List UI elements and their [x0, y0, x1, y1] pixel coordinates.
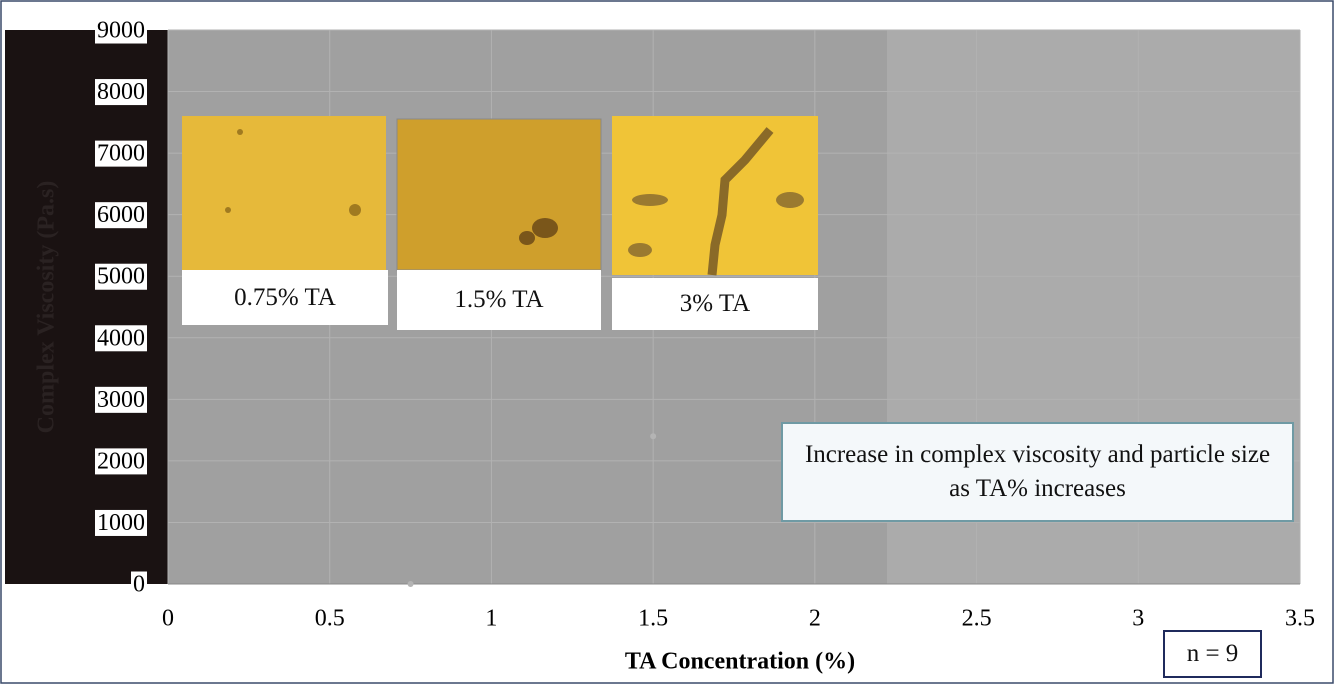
- x-tick-label: 3.5: [1285, 606, 1315, 632]
- y-tick-label: 9000: [97, 18, 145, 44]
- chart: Complex Viscosity (Pa.s) TA Concentratio…: [0, 0, 1334, 684]
- image-label: 1.5% TA: [397, 270, 601, 330]
- x-tick-label: 3: [1132, 606, 1144, 632]
- y-tick-label: 5000: [97, 264, 145, 290]
- y-tick-label: 2000: [97, 448, 145, 474]
- y-tick-label: 0: [133, 572, 145, 598]
- y-tick-label: 7000: [97, 141, 145, 167]
- y-tick-label: 4000: [97, 325, 145, 351]
- x-tick-label: 2.5: [962, 606, 992, 632]
- x-tick-label: 1: [485, 606, 497, 632]
- y-tick-label: 1000: [97, 510, 145, 536]
- sample-size: n = 9: [1163, 630, 1262, 678]
- x-tick-label: 0.5: [315, 606, 345, 632]
- point: [408, 581, 414, 587]
- x-axis-title: TA Concentration (%): [625, 649, 855, 675]
- image-label: 3% TA: [612, 278, 818, 330]
- x-tick-label: 2: [809, 606, 821, 632]
- x-tick-label: 0: [162, 606, 174, 632]
- y-axis-title: Complex Viscosity (Pa.s): [34, 181, 60, 434]
- point: [650, 433, 656, 439]
- page: {"chart_data": {"type": "scatter", "x_la…: [0, 0, 1334, 684]
- y-tick-label: 6000: [97, 202, 145, 228]
- x-tick-label: 1.5: [638, 606, 668, 632]
- y-axis-band: [5, 30, 168, 584]
- micrograph: [612, 116, 818, 275]
- micrograph: [397, 119, 601, 270]
- annotation: Increase in complex viscosity and partic…: [781, 422, 1294, 522]
- micrograph: [182, 116, 386, 270]
- y-tick-label: 8000: [97, 79, 145, 105]
- y-tick-label: 3000: [97, 387, 145, 413]
- image-label: 0.75% TA: [182, 270, 388, 325]
